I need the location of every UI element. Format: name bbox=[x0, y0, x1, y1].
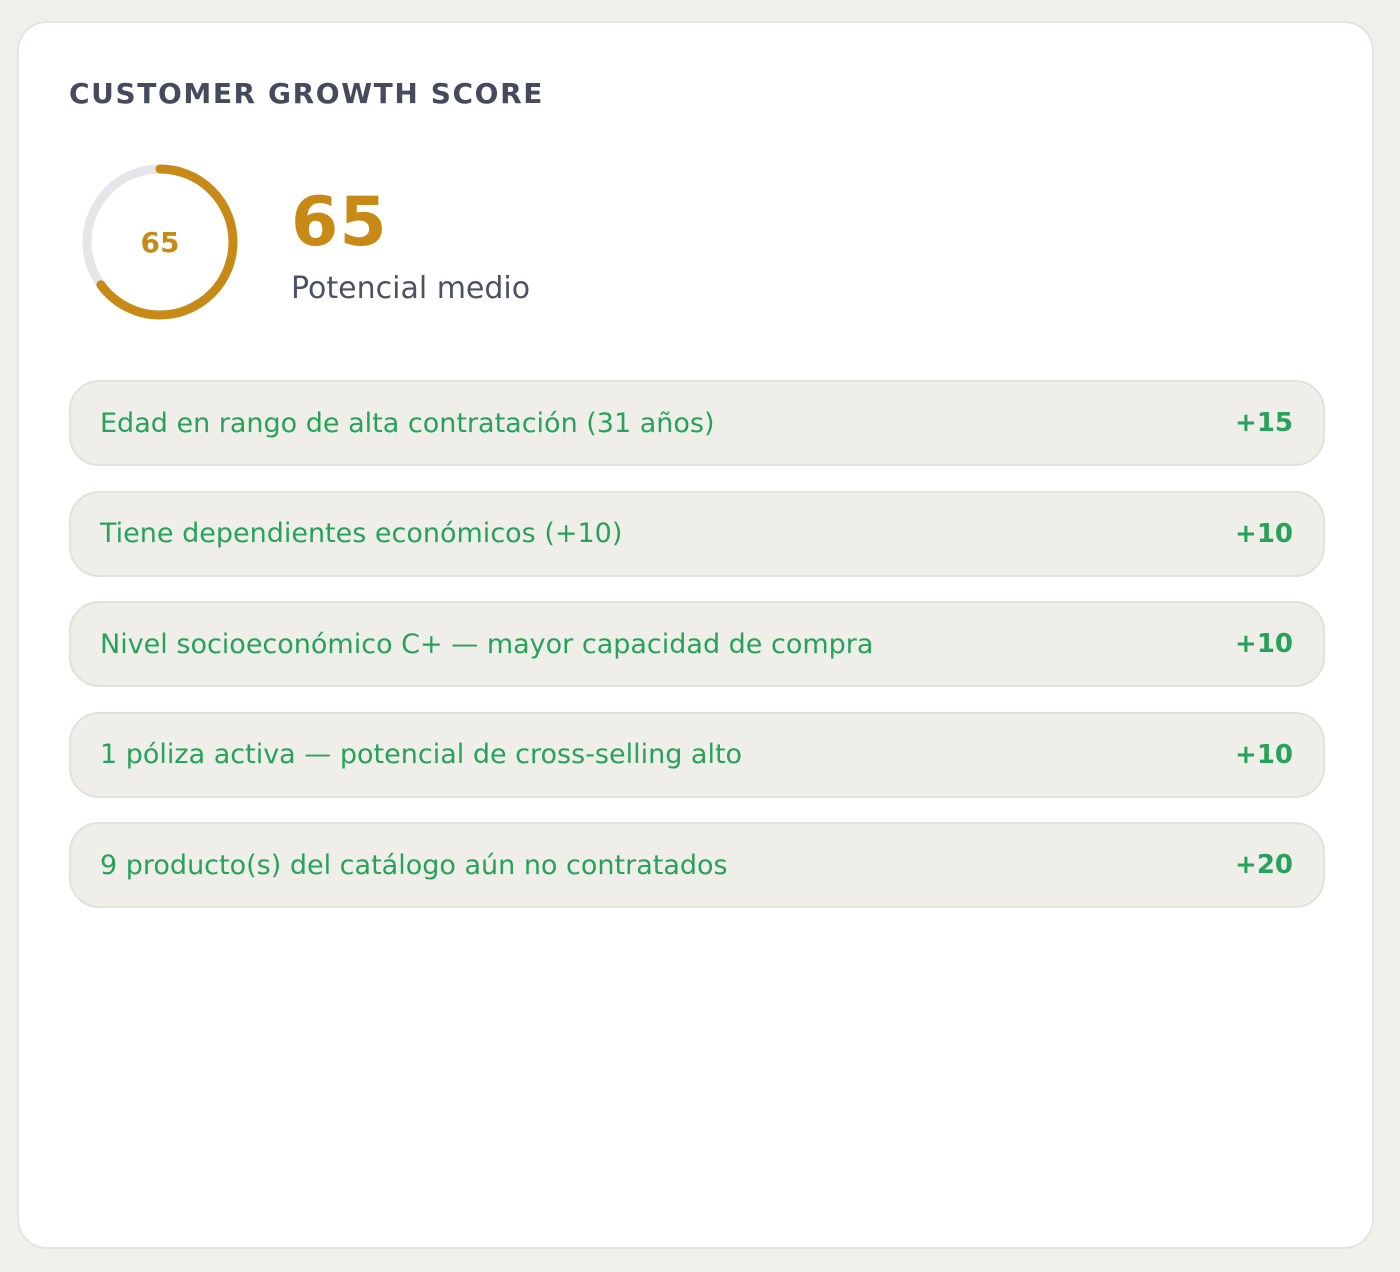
card-title: CUSTOMER GROWTH SCORE bbox=[69, 77, 544, 110]
score-factor-row: Tiene dependientes económicos (+10) +10 bbox=[69, 490, 1325, 577]
gauge-progress-arc bbox=[82, 164, 238, 320]
score-factor-row: Nivel socioeconómico C+ — mayor capacida… bbox=[69, 601, 1325, 687]
score-gauge: 65 bbox=[81, 163, 239, 321]
factor-points: +15 bbox=[1235, 408, 1293, 438]
score-factor-list: Edad en rango de alta contratación (31 a… bbox=[69, 380, 1325, 933]
factor-description: Nivel socioeconómico C+ — mayor capacida… bbox=[100, 628, 874, 660]
factor-description: Tiene dependientes económicos (+10) bbox=[100, 518, 623, 549]
gauge-value: 65 bbox=[140, 225, 180, 259]
factor-description: 9 producto(s) del catálogo aún no contra… bbox=[100, 849, 728, 881]
score-gauge-ring bbox=[82, 164, 238, 320]
factor-points: +20 bbox=[1235, 850, 1293, 880]
growth-score-card: CUSTOMER GROWTH SCORE 65 65 Potencial me… bbox=[17, 21, 1374, 1249]
score-value: 65 bbox=[291, 183, 388, 262]
score-level-label: Potencial medio bbox=[291, 271, 531, 306]
factor-description: 1 póliza activa — potencial de cross-sel… bbox=[100, 739, 743, 770]
score-factor-row: Edad en rango de alta contratación (31 a… bbox=[69, 380, 1325, 466]
factor-description: Edad en rango de alta contratación (31 a… bbox=[100, 407, 715, 439]
factor-points: +10 bbox=[1235, 739, 1293, 770]
factor-points: +10 bbox=[1235, 518, 1293, 549]
score-factor-row: 1 póliza activa — potencial de cross-sel… bbox=[69, 711, 1325, 798]
factor-points: +10 bbox=[1235, 629, 1293, 659]
score-factor-row: 9 producto(s) del catálogo aún no contra… bbox=[69, 822, 1325, 908]
